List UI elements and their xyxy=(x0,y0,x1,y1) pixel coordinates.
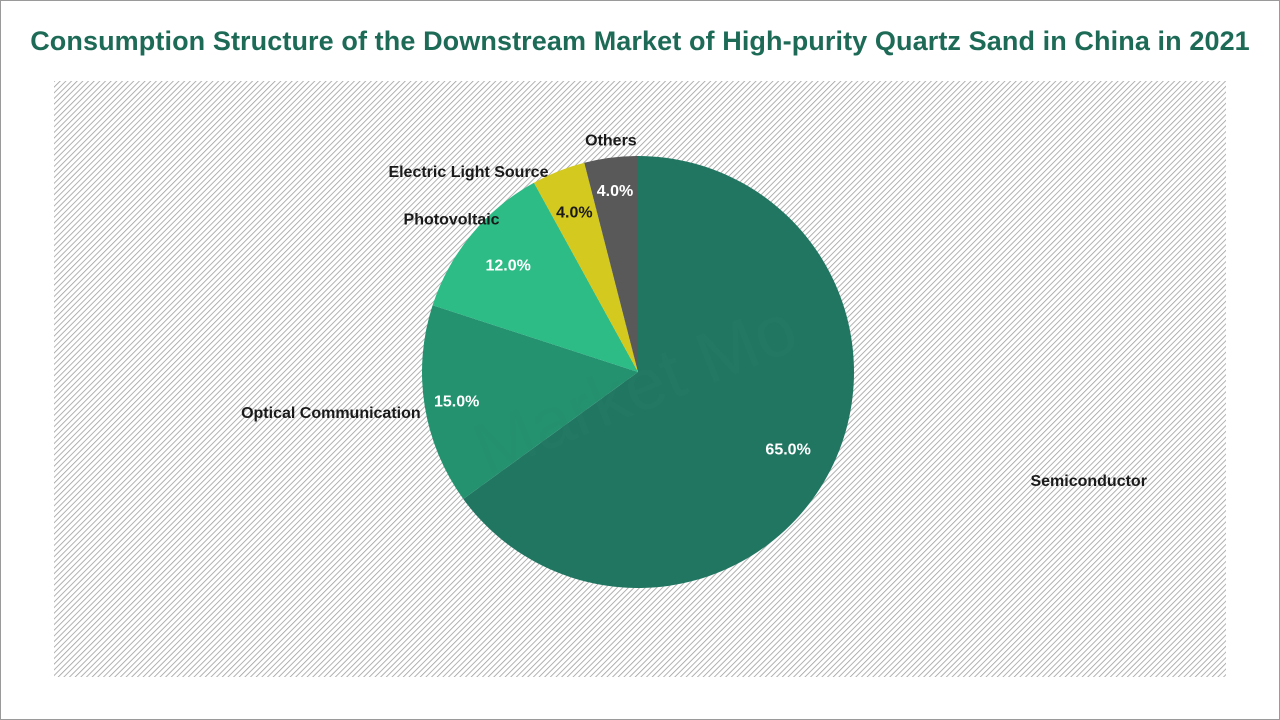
plot-area: Market Mo 65.0% Semiconductor 15.0% Optical… xyxy=(54,81,1226,677)
category-label-photovoltaic: Photovoltaic xyxy=(404,211,500,228)
pie-slices xyxy=(422,156,855,588)
chart-title: Consumption Structure of the Downstream … xyxy=(30,26,1250,56)
pie-slice-electric-light-source xyxy=(533,162,638,372)
category-label-semiconductor: Semiconductor xyxy=(1030,473,1146,490)
pie-slice-semiconductor xyxy=(463,156,855,588)
pie-chart: Market Mo 65.0%Semiconductor15.0%Optical… xyxy=(54,81,1226,677)
pie-slice-photovoltaic xyxy=(432,182,638,372)
category-label-electric-light-source: Electric Light Source xyxy=(388,164,548,181)
category-label-optical-communication: Optical Communication xyxy=(241,405,421,422)
pie-slice-others xyxy=(584,156,638,372)
data-label-photovoltaic: 12.0% xyxy=(485,258,530,275)
pie-labels: 65.0% Semiconductor 15.0% Optical Communica… xyxy=(241,133,1147,490)
data-label-electric-light-source: 4.0% xyxy=(556,204,592,221)
data-label-optical-communication: 15.0% xyxy=(434,394,479,411)
pie-slice-optical-communication xyxy=(422,305,638,499)
category-label-others: Others xyxy=(585,133,637,150)
data-label-semiconductor: 65.0% xyxy=(765,441,810,458)
data-label-others: 4.0% xyxy=(597,183,633,200)
